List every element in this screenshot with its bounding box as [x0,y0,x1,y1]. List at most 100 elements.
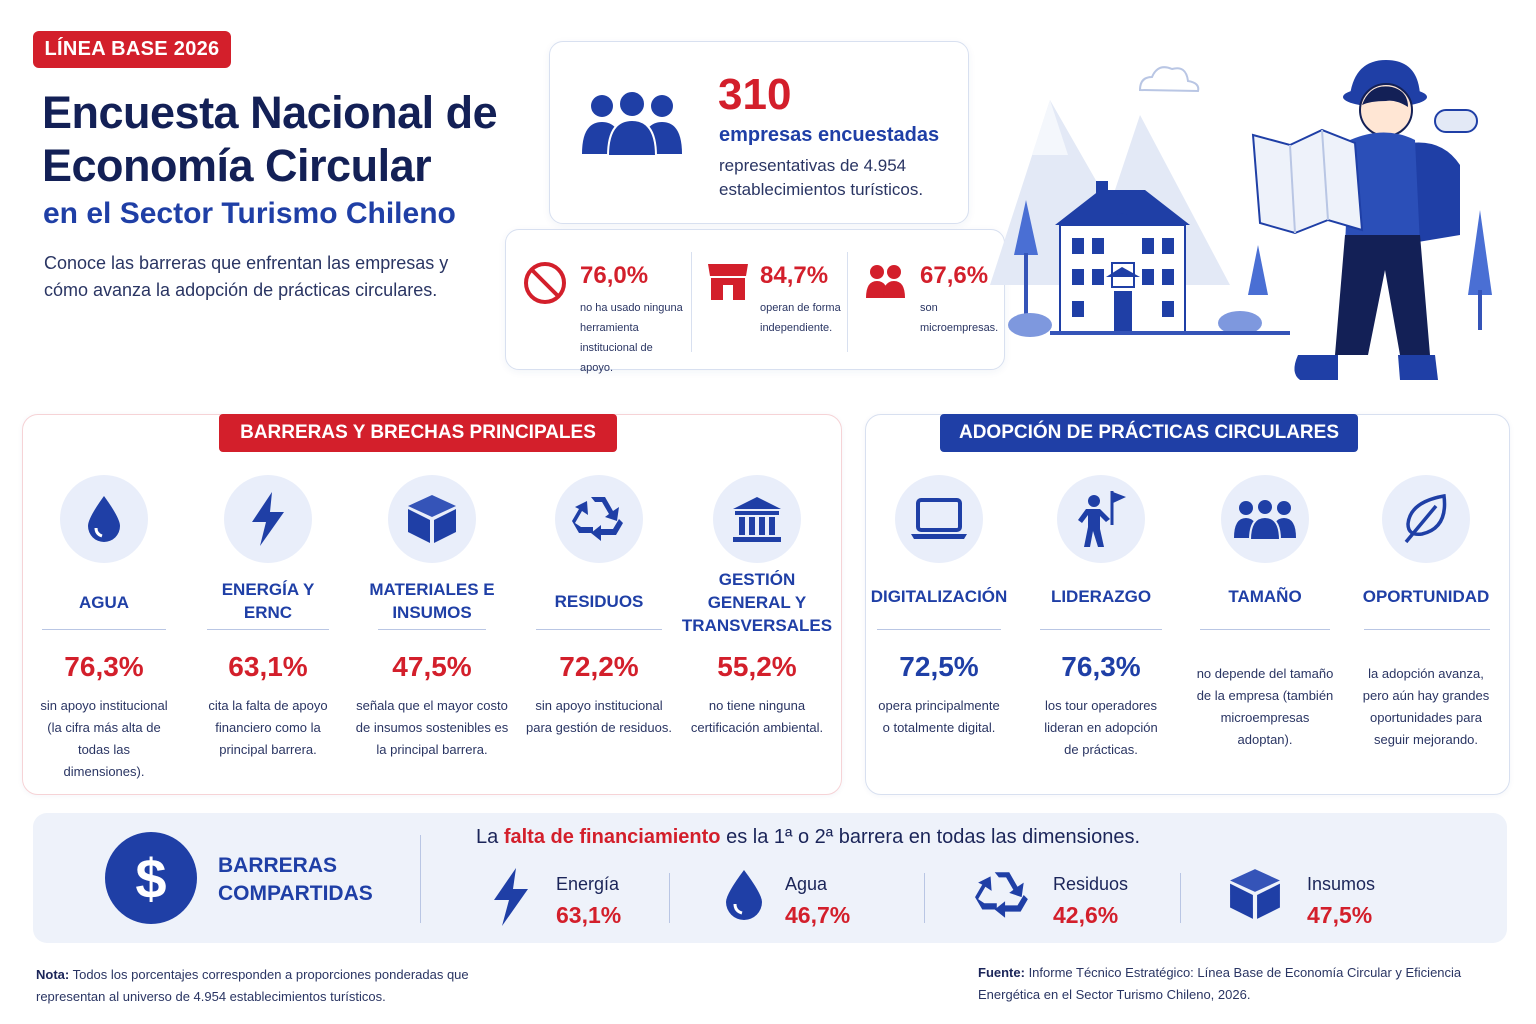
divider [378,629,486,630]
barrier-name: AGUA [78,592,130,612]
mini-stat-value: 76,0% [580,262,649,289]
shared-item-name: Insumos [1307,874,1376,894]
tourism-illustration [990,60,1492,380]
mini-stat-value: 84,7% [760,262,829,289]
barriers-title: BARRERAS Y BRECHAS PRINCIPALES [219,414,617,452]
leaf-icon [1404,494,1447,544]
adoption-oportunidad: OPORTUNIDAD la adopción avanza, pero aún… [1356,475,1496,775]
headline-pre: La [476,826,504,848]
barrier-value: 47,5% [392,651,472,682]
barrier-value: 55,2% [717,651,797,682]
cloud-icon [1138,66,1200,93]
adoption-note: no depende del tamaño de la empresa (tam… [1196,666,1334,747]
financing-headline: La falta de financiamiento es la 1ª o 2ª… [476,826,1140,849]
recycle-icon [974,868,1032,927]
barrier-name: GESTIÓN GENERAL Y TRANSVERSALES [681,569,833,635]
mini-stat: 84,7% operan de forma independiente. [692,230,847,371]
icon-circle [555,475,643,563]
source-label: Fuente: [978,965,1025,980]
adoption-value: 76,3% [1061,651,1141,682]
barrier-gestion: GESTIÓN GENERAL Y TRANSVERSALES 55,2% no… [681,475,833,775]
box-icon [1228,866,1282,927]
icon-circle [1382,475,1470,563]
people-group-icon [582,92,682,156]
adoption-note: los tour operadores lideran en adopción … [1044,698,1158,757]
barrier-note: sin apoyo institucional para gestión de … [526,698,672,735]
divider [1180,873,1181,923]
divider [1040,629,1162,630]
divider [691,252,692,352]
mini-stat: 76,0% no ha usado ninguna herramienta in… [506,230,691,374]
divider [924,873,925,923]
adoption-name: TAMAÑO [1228,586,1302,606]
main-stat-card: 310 empresas encuestadas representativas… [549,41,969,224]
mini-stat-text: no ha usado ninguna herramienta instituc… [580,302,683,374]
icon-circle [1221,475,1309,563]
page-title: Encuesta Nacional de Economía Circular [42,87,498,191]
institution-icon [733,497,781,542]
intro-text: Conoce las barreras que enfrentan las em… [44,253,449,300]
adoption-name: LIDERAZGO [1050,586,1152,606]
people-group-icon [1234,498,1296,540]
barrier-name: MATERIALES E INSUMOS [369,580,495,622]
adoption-note: opera principalmente o totalmente digita… [878,698,1000,735]
adoption-title: ADOPCIÓN DE PRÁCTICAS CIRCULARES [940,414,1358,452]
icon-circle [895,475,983,563]
water-drop-icon [88,496,120,542]
divider [847,252,848,352]
mini-stat: 67,6% son microempresas. [848,230,1006,371]
shared-item-name: Agua [785,874,828,894]
barrier-note: cita la falta de apoyo financiero como l… [208,698,328,757]
adoption-name: DIGITALIZACIÓN [870,586,1008,606]
flag-person-icon [1078,491,1126,547]
adoption-note: la adopción avanza, pero aún hay grandes… [1362,666,1490,747]
divider [1200,629,1330,630]
people-pair-icon [866,265,905,298]
barrier-note: sin apoyo institucional (la cifra más al… [40,698,168,779]
barrier-note: señala que el mayor costo de insumos sos… [355,698,509,757]
source-text: Informe Técnico Estratégico: Línea Base … [978,965,1462,1002]
divider [877,629,1001,630]
shared-item-value: 42,6% [1053,902,1119,928]
laptop-icon [911,498,967,539]
shared-item-value: 46,7% [785,902,851,928]
barrier-note: no tiene ninguna certificación ambiental… [690,698,824,735]
hiker-with-map [1251,60,1478,380]
adoption-value: 72,5% [899,651,979,682]
divider [669,873,670,923]
trees [1008,200,1492,337]
divider [536,629,662,630]
page-subtitle: en el Sector Turismo Chileno [43,197,456,230]
icon-circle [713,475,801,563]
water-drop-icon [724,868,764,927]
icon-circle [388,475,476,563]
icon-circle [1057,475,1145,563]
divider [207,629,329,630]
divider [420,835,421,923]
surveyed-count: 310 [718,70,792,119]
icon-circle [60,475,148,563]
adoption-tamano: TAMAÑO no depende del tamaño de la empre… [1192,475,1338,775]
divider [1364,629,1490,630]
shared-barriers-label: BARRERAS COMPARTIDAS [218,854,373,905]
mini-stats-card: 76,0% no ha usado ninguna herramienta in… [505,229,1006,374]
source-note: Fuente: Informe Técnico Estratégico: Lín… [978,962,1478,1006]
adoption-digitalizacion: DIGITALIZACIÓN 72,5% opera principalment… [870,475,1008,775]
shared-item-name: Residuos [1053,874,1129,894]
baseline-badge: LÍNEA BASE 2026 [33,31,231,68]
shared-item-value: 47,5% [1307,902,1373,928]
lightning-icon [492,868,530,931]
shared-item-name: Energía [556,874,620,894]
headline-emphasis: falta de financiamiento [503,826,721,848]
adoption-name: OPORTUNIDAD [1362,586,1490,606]
barrier-residuos: RESIDUOS 72,2% sin apoyo institucional p… [522,475,676,775]
box-icon [408,495,456,543]
icon-circle [224,475,312,563]
dollar-icon: $ [105,832,197,924]
barrier-materiales: MATERIALES E INSUMOS 47,5% señala que el… [352,475,512,775]
hotel-building [1050,181,1290,335]
mini-stat-value: 67,6% [920,262,989,289]
barrier-value: 63,1% [228,651,308,682]
mini-stat-text: operan de forma independiente. [760,302,841,334]
surveyed-label: empresas encuestadas [719,124,940,146]
